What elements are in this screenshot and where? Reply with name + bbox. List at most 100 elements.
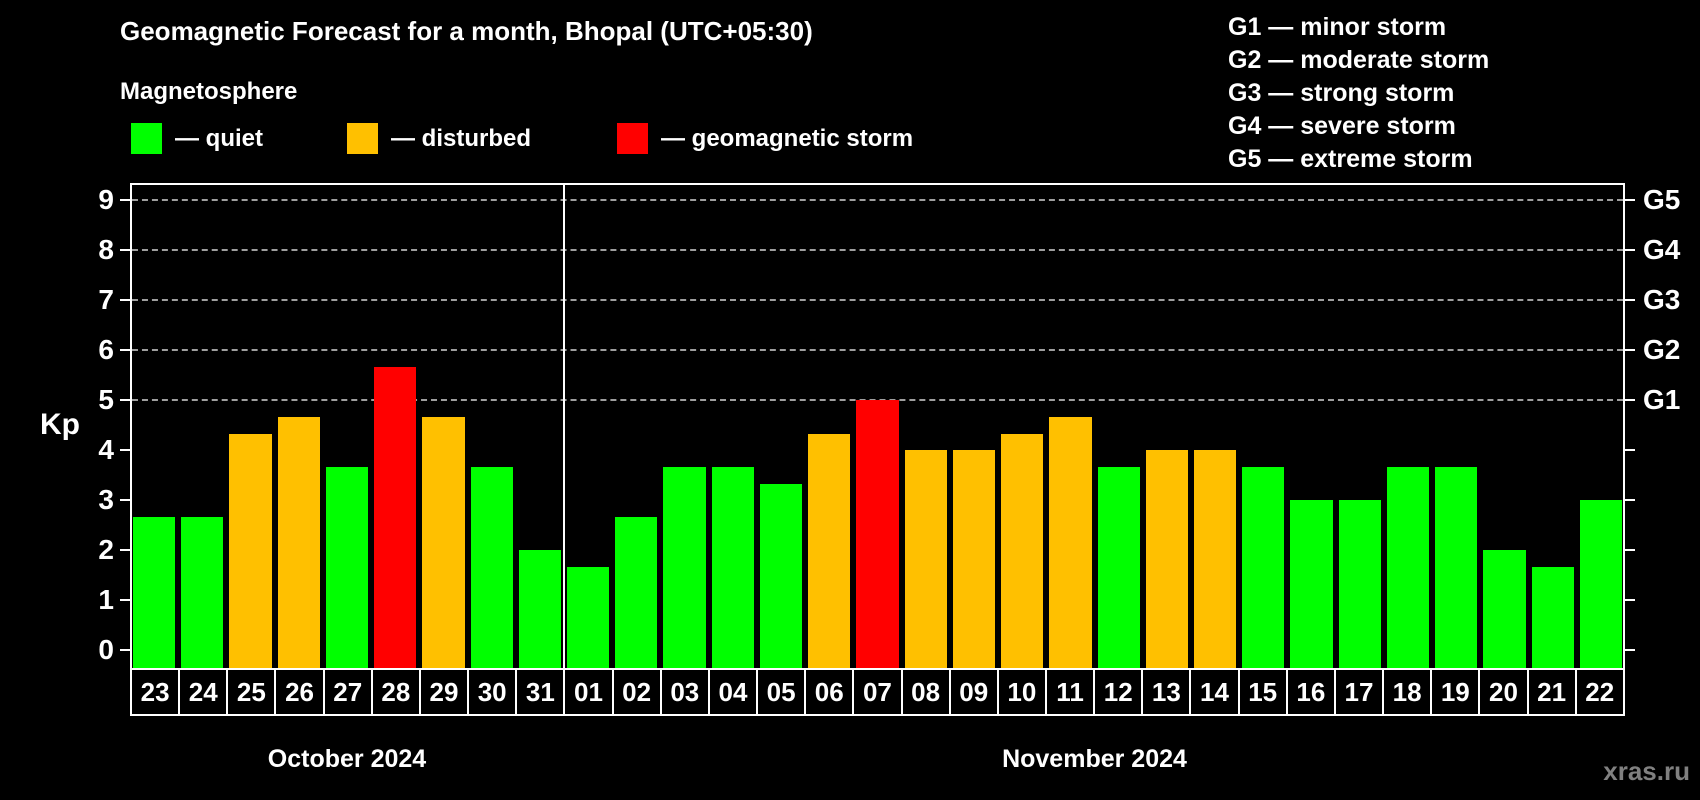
day-label-november-22: 22: [1585, 676, 1615, 707]
disturbed-color-swatch: [347, 123, 378, 154]
bar-november-12: [1097, 466, 1140, 668]
y-axis-tick-left-4: [120, 449, 130, 451]
day-label-november-02: 02: [614, 670, 662, 714]
bar-november-09: [952, 450, 996, 668]
y-axis-tick-left-9: [120, 199, 130, 201]
y-axis-tick-left-6: [120, 349, 130, 351]
bar-october-28: [374, 366, 417, 668]
g-scale-label-g1: G1: [1643, 384, 1681, 415]
y-axis-label-7: 7: [98, 284, 114, 315]
y-axis-label-9: 9: [98, 184, 114, 215]
y-axis-label-1: 1: [98, 584, 114, 615]
y-axis-title-kp: Kp: [40, 408, 80, 441]
y-axis-right: [1623, 183, 1625, 668]
y-axis-label-5: 5: [98, 384, 114, 415]
bar-november-01: [567, 566, 610, 668]
bar-november-10: [1001, 433, 1044, 668]
kp-bar-chart-plot: 0 1 2 3 4 5 6 7 8 9 G1 G2 G3 G4 G5: [98, 183, 1680, 668]
g5-legend-line: G5 — extreme storm: [1228, 145, 1473, 173]
bar-november-20: [1483, 550, 1526, 668]
y-axis-tick-right-0: [1625, 649, 1635, 651]
day-label-november-14: 14: [1191, 670, 1240, 714]
day-label-november-13: 13: [1143, 670, 1192, 714]
day-label-october-30: 30: [469, 670, 518, 714]
legend-item-disturbed: — disturbed: [347, 123, 531, 154]
watermark-xras: xras.ru: [1603, 756, 1690, 786]
day-label-october-24: 24: [180, 670, 229, 714]
quiet-color-swatch: [131, 123, 162, 154]
bar-november-22: [1579, 500, 1622, 668]
month-separator-line: [563, 183, 566, 668]
y-axis-tick-left-1: [120, 599, 130, 601]
bar-november-18: [1386, 466, 1430, 668]
gridline-kp-8: [132, 249, 1623, 251]
y-axis-tick-left-8: [120, 249, 130, 251]
x-axis-day-labels-row: 23 24 25 26 27 28 29 30 31 01 02 03 04 05 06 07 08 09 10 11…: [130, 668, 1625, 716]
day-label-november-20: 20: [1480, 670, 1529, 714]
y-axis-label-8: 8: [98, 234, 114, 265]
day-label-november-10: 10: [999, 670, 1047, 714]
day-label-november-19: 19: [1432, 670, 1481, 714]
y-axis-label-6: 6: [98, 334, 114, 365]
magnetosphere-label: Magnetosphere: [120, 78, 298, 105]
bar-november-04: [711, 466, 754, 668]
plot-top-border: [130, 183, 1625, 185]
y-axis-left: [130, 183, 132, 668]
gridline-kp-6: [132, 349, 1623, 351]
g-scale-label-g3: G3: [1643, 284, 1681, 315]
bar-november-03: [663, 466, 706, 668]
bar-november-13: [1145, 450, 1188, 668]
day-label-october-26: 26: [276, 670, 325, 714]
day-label-november-15: 15: [1240, 670, 1288, 714]
day-label-november-21: 21: [1529, 670, 1577, 714]
page-title: Geomagnetic Forecast for a month, Bhopal…: [120, 16, 813, 46]
y-axis-label-3: 3: [98, 484, 114, 515]
day-label-november-12: 12: [1095, 670, 1144, 714]
y-axis-tick-left-7: [120, 299, 130, 301]
bar-october-30: [470, 466, 513, 668]
g-scale-label-g4: G4: [1643, 234, 1681, 265]
gridline-kp-7: [132, 299, 1623, 301]
day-label-october-28: 28: [373, 670, 421, 714]
bar-november-21: [1531, 566, 1574, 668]
day-label-november-01: 01: [565, 670, 614, 714]
g3-legend-line: G3 — strong storm: [1228, 79, 1455, 107]
bar-november-11: [1049, 416, 1092, 668]
day-label-october-25: 25: [228, 670, 277, 714]
legend-quiet-label: — quiet: [175, 124, 263, 152]
bar-november-17: [1338, 500, 1381, 668]
day-label-november-17: 17: [1336, 670, 1385, 714]
y-axis-tick-right-3: [1625, 499, 1635, 501]
bar-november-06: [808, 433, 851, 668]
y-axis-label-2: 2: [98, 534, 114, 565]
day-label-october-23: 23: [132, 670, 181, 714]
bar-november-16: [1290, 500, 1333, 668]
g2-legend-line: G2 — moderate storm: [1228, 46, 1490, 74]
y-axis-tick-right-9: [1625, 199, 1635, 201]
day-label-november-03: 03: [662, 670, 710, 714]
y-axis-tick-left-0: [120, 649, 130, 651]
storm-color-swatch: [617, 123, 648, 154]
day-label-november-16: 16: [1288, 670, 1336, 714]
bar-october-31: [518, 550, 562, 668]
bar-october-23: [133, 516, 176, 668]
day-label-november-09: 09: [951, 670, 999, 714]
day-label-october-29: 29: [421, 670, 470, 714]
g4-legend-line: G4 — severe storm: [1228, 112, 1456, 140]
g1-legend-line: G1 — minor storm: [1228, 13, 1447, 41]
day-label-october-27: 27: [325, 670, 373, 714]
bar-november-08: [904, 450, 947, 668]
day-label-november-18: 18: [1384, 670, 1433, 714]
bar-november-05: [759, 483, 803, 668]
y-axis-tick-left-3: [120, 499, 130, 501]
bar-october-26: [277, 416, 320, 668]
y-axis-tick-left-5: [120, 399, 130, 401]
day-label-november-05: 05: [758, 670, 807, 714]
gridline-kp-9: [132, 199, 1623, 201]
g-scale-label-g2: G2: [1643, 334, 1681, 365]
day-label-november-06: 06: [806, 670, 855, 714]
y-axis-tick-left-2: [120, 549, 130, 551]
bar-november-15: [1242, 466, 1285, 668]
day-label-november-11: 11: [1047, 670, 1096, 714]
